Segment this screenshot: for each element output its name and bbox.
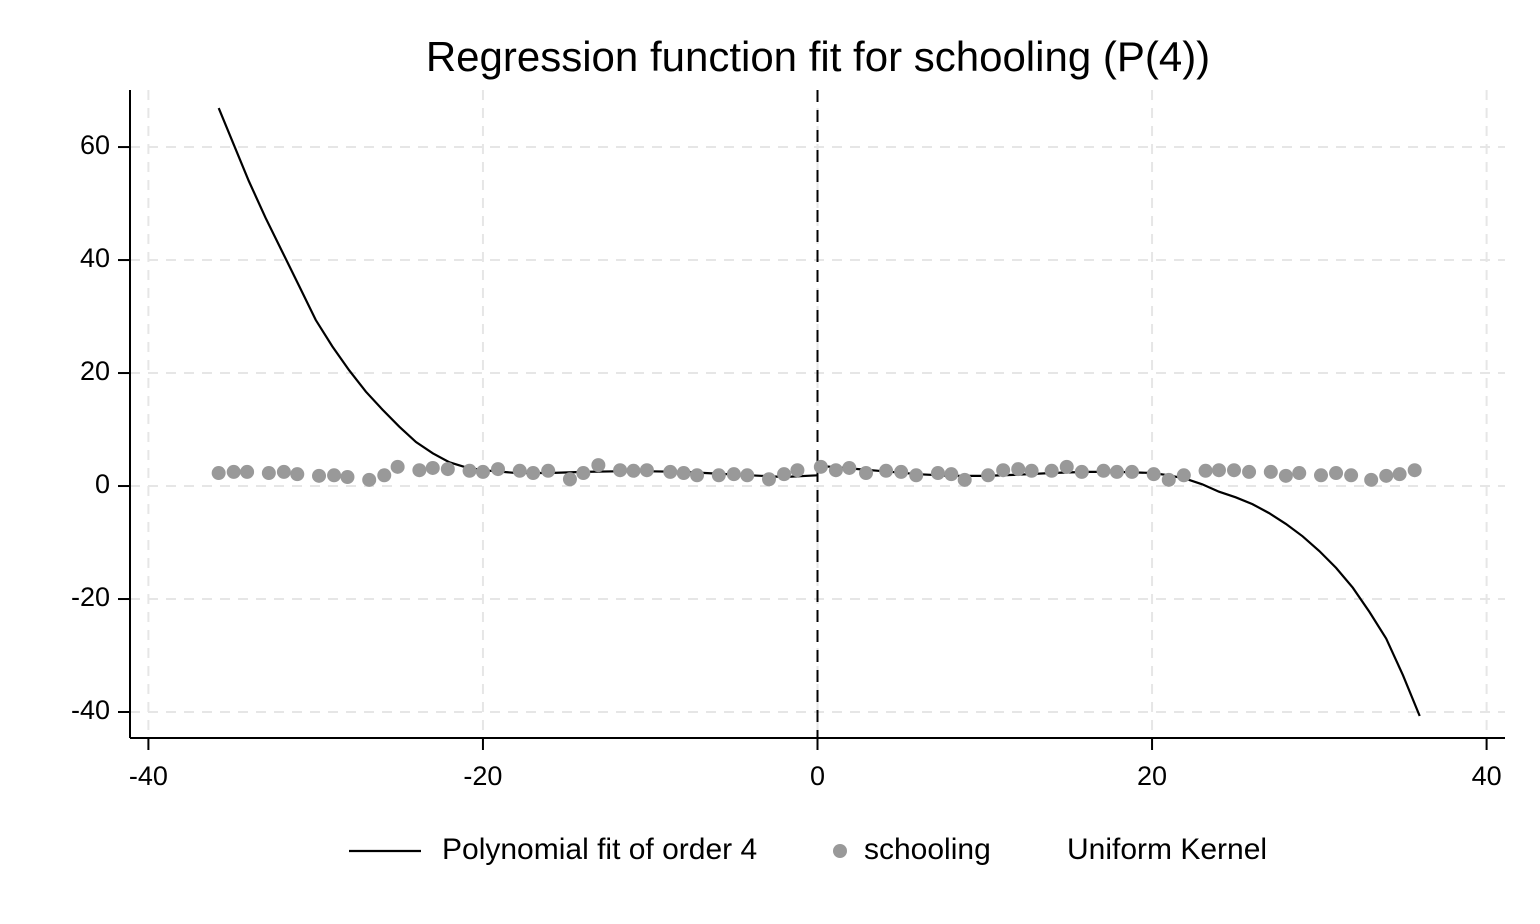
data-point xyxy=(491,462,506,477)
data-point xyxy=(1242,464,1257,479)
data-point xyxy=(425,460,440,475)
data-point xyxy=(1161,472,1176,487)
data-point xyxy=(690,468,705,483)
data-point xyxy=(377,468,392,483)
data-point xyxy=(1329,466,1344,481)
data-point xyxy=(1096,463,1111,478)
data-point xyxy=(740,468,755,483)
legend-label: schooling xyxy=(864,833,991,866)
data-point xyxy=(930,466,945,481)
data-point xyxy=(512,463,527,478)
data-point xyxy=(290,467,305,482)
y-tick-label: 60 xyxy=(80,130,110,160)
data-point xyxy=(790,463,805,478)
data-point xyxy=(957,472,972,487)
data-point xyxy=(828,463,843,478)
data-point xyxy=(663,464,678,479)
data-point xyxy=(475,464,490,479)
data-point xyxy=(462,463,477,478)
data-point xyxy=(412,463,427,478)
data-point xyxy=(639,463,654,478)
data-point xyxy=(541,463,556,478)
legend-key xyxy=(833,844,847,858)
y-tick-label: 0 xyxy=(95,469,110,499)
y-tick-label: 20 xyxy=(80,356,110,386)
data-point xyxy=(1344,468,1359,483)
data-point xyxy=(1407,463,1422,478)
fit-line xyxy=(217,107,1421,717)
y-tick-label: 40 xyxy=(80,243,110,273)
legend-label: Polynomial fit of order 4 xyxy=(442,833,757,866)
data-point xyxy=(340,469,355,484)
data-point xyxy=(576,466,591,481)
data-point xyxy=(842,460,857,475)
x-tick-label: 40 xyxy=(1472,761,1502,791)
data-point xyxy=(390,459,405,474)
x-tick-label: 0 xyxy=(810,761,825,791)
x-tick-label: -20 xyxy=(463,761,502,791)
data-point xyxy=(1227,463,1242,478)
data-point xyxy=(1198,463,1213,478)
data-point xyxy=(676,466,691,481)
data-point xyxy=(996,463,1011,478)
data-point xyxy=(894,464,909,479)
chart-title: Regression function fit for schooling (P… xyxy=(426,33,1210,80)
data-point xyxy=(327,468,342,483)
data-point xyxy=(777,467,792,482)
data-point xyxy=(1278,468,1293,483)
x-tick-label: -40 xyxy=(129,761,168,791)
data-point xyxy=(562,472,577,487)
x-tick-label: 20 xyxy=(1137,761,1167,791)
data-point xyxy=(1211,463,1226,478)
data-point xyxy=(879,463,894,478)
data-point xyxy=(1059,459,1074,474)
data-point xyxy=(944,467,959,482)
data-point xyxy=(591,458,606,473)
data-point xyxy=(711,468,726,483)
data-point xyxy=(726,467,741,482)
data-point xyxy=(1011,462,1026,477)
data-point xyxy=(1392,467,1407,482)
data-point xyxy=(981,468,996,483)
data-point xyxy=(1263,464,1278,479)
legend-note: Uniform Kernel xyxy=(1067,833,1267,866)
data-point xyxy=(526,466,541,481)
data-point xyxy=(240,464,255,479)
data-point xyxy=(261,466,276,481)
data-point xyxy=(761,472,776,487)
data-point xyxy=(1364,472,1379,487)
data-point xyxy=(1176,468,1191,483)
data-point xyxy=(362,472,377,487)
y-tick-label: -20 xyxy=(71,582,110,612)
data-point xyxy=(909,468,924,483)
data-point xyxy=(1109,464,1124,479)
data-point xyxy=(626,463,641,478)
data-point xyxy=(1146,467,1161,482)
data-point xyxy=(226,464,241,479)
data-point xyxy=(1074,464,1089,479)
data-point xyxy=(1124,464,1139,479)
data-point xyxy=(1313,468,1328,483)
data-point xyxy=(440,462,455,477)
data-point xyxy=(1044,463,1059,478)
data-point xyxy=(312,468,327,483)
data-point xyxy=(813,459,828,474)
data-point xyxy=(613,463,628,478)
data-point xyxy=(1379,468,1394,483)
data-point xyxy=(1292,466,1307,481)
data-point xyxy=(1024,463,1039,478)
data-point xyxy=(276,464,291,479)
data-point xyxy=(211,466,226,481)
y-tick-label: -40 xyxy=(71,695,110,725)
data-point xyxy=(859,466,874,481)
